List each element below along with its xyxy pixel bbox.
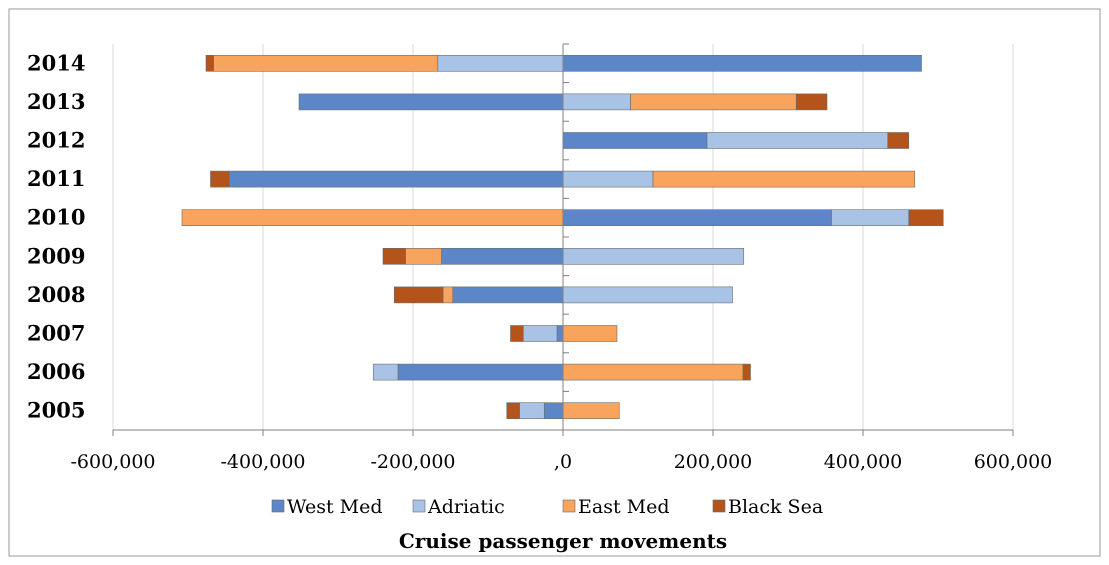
category-label-2013: 2013: [27, 89, 85, 114]
bar-2005-adriatic: [519, 402, 545, 420]
category-label-2006: 2006: [27, 359, 85, 384]
x-axis-title: Cruise passenger movements: [399, 529, 727, 553]
bar-2005-west-med: [543, 402, 564, 420]
category-label-2010: 2010: [27, 205, 85, 230]
x-tick-label: 200,000: [674, 451, 753, 473]
x-tick-labels: -600,000 -400,000 -200,000 ,0 200,000 400,000…: [71, 451, 1053, 473]
category-label-2009: 2009: [27, 243, 85, 268]
bar-2014-east-med: [213, 54, 439, 72]
category-label-2007: 2007: [27, 321, 85, 346]
bar-2007-adriatic: [522, 325, 558, 342]
bar-2009-east-med: [405, 248, 442, 265]
bar-2011-east-med: [652, 170, 916, 188]
bar-2005-black-sea: [506, 402, 520, 420]
category-label-2005: 2005: [27, 398, 85, 423]
category-label-2012: 2012: [27, 128, 85, 153]
bar-2008-east-med: [442, 286, 454, 304]
bar-2007-east-med: [562, 325, 618, 342]
bar-2012-adriatic: [706, 132, 889, 149]
bar-2014-black-sea: [205, 54, 214, 72]
legend-swatch-east-med: [562, 499, 576, 513]
bar-2011-black-sea: [210, 170, 230, 188]
chart-border: [8, 8, 1101, 557]
category-labels: 2014 2013 2012 2011 2010 2009 2008 2007 2006 2005: [27, 50, 85, 422]
x-tick-label: 400,000: [824, 451, 903, 473]
legend-swatch-adriatic: [412, 499, 426, 513]
bar-2013-west-med: [298, 93, 564, 111]
bar-2012-black-sea: [887, 132, 910, 149]
bar-2006-west-med: [397, 363, 564, 381]
x-tick-label: ,0: [554, 451, 572, 473]
bar-2010-adriatic: [831, 209, 910, 226]
bar-2013-adriatic: [562, 93, 631, 111]
category-label-2008: 2008: [27, 282, 85, 307]
bar-2011-west-med: [228, 170, 564, 188]
bar-2006-black-sea: [742, 363, 751, 381]
bar-2014-west-med: [562, 54, 922, 72]
bar-2010-east-med: [181, 209, 564, 226]
x-tick-label: -600,000: [71, 451, 156, 473]
bar-2007-west-med: [556, 325, 564, 342]
legend-swatch-black-sea: [712, 499, 726, 513]
legend-label-adriatic: Adriatic: [427, 496, 505, 518]
bar-2006-east-med: [562, 363, 744, 381]
category-label-2014: 2014: [27, 50, 85, 75]
bar-2011-adriatic: [562, 170, 654, 188]
bar-2005-east-med: [562, 402, 620, 420]
legend-swatch-west-med: [271, 499, 285, 513]
bar-2008-black-sea: [393, 286, 444, 304]
legend-label-black-sea: Black Sea: [728, 496, 823, 518]
x-tick-label: -400,000: [221, 451, 306, 473]
bar-2013-east-med: [630, 93, 797, 111]
legend-label-west-med: West Med: [287, 496, 383, 518]
bar-2014-adriatic: [437, 54, 564, 72]
bar-2009-adriatic: [562, 248, 745, 265]
bar-2009-black-sea: [382, 248, 406, 265]
bar-2012-west-med: [562, 132, 708, 149]
bar-2010-black-sea: [908, 209, 944, 226]
bar-2006-adriatic: [372, 363, 399, 381]
bars: [181, 54, 944, 420]
legend: West Med Adriatic East Med Black Sea: [271, 496, 823, 518]
bar-2010-west-med: [562, 209, 832, 226]
category-label-2011: 2011: [27, 166, 85, 191]
bar-2013-black-sea: [795, 93, 828, 111]
bar-2008-west-med: [452, 286, 564, 304]
x-tick-label: -200,000: [371, 451, 456, 473]
bar-2009-west-med: [441, 248, 564, 265]
axes: [112, 43, 1014, 436]
x-tick-label: 600,000: [974, 451, 1053, 473]
bar-2007-black-sea: [510, 325, 524, 342]
bar-2008-adriatic: [562, 286, 733, 304]
legend-label-east-med: East Med: [578, 496, 669, 518]
